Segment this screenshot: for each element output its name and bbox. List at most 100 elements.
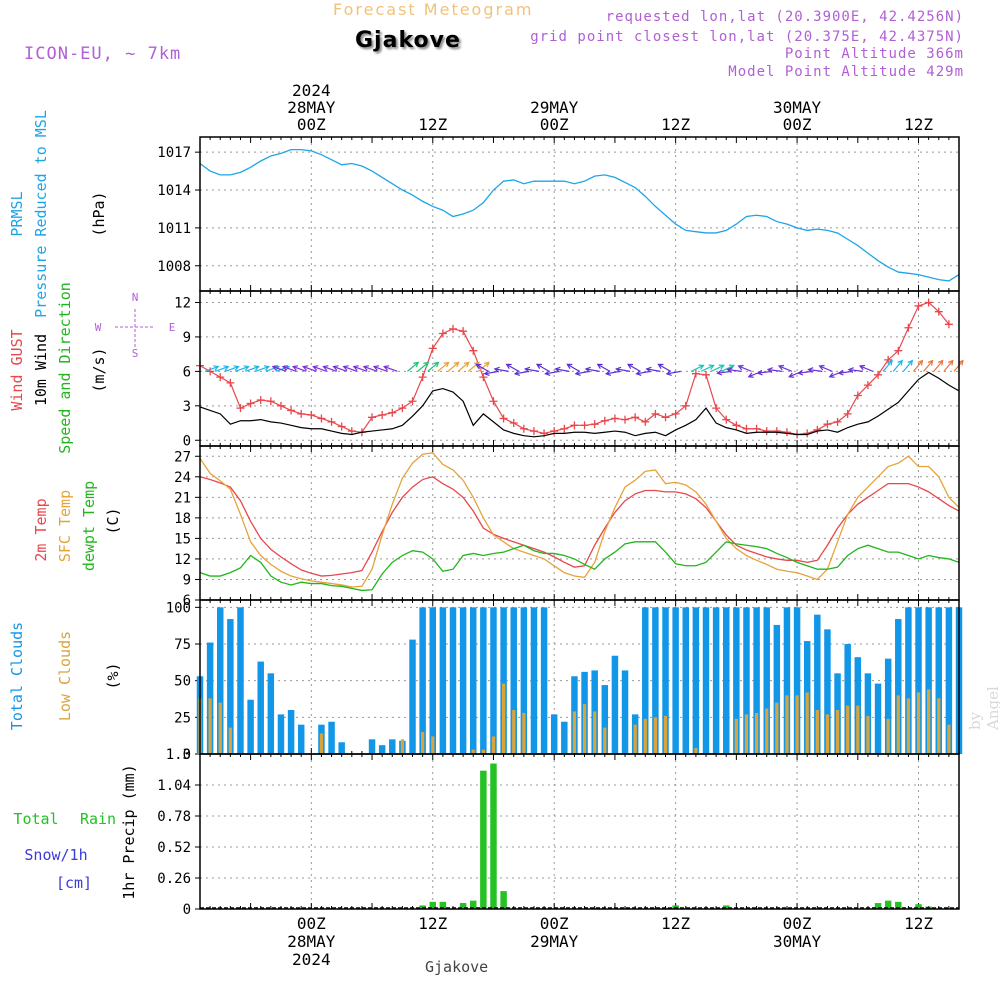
- low-cloud-bar: [866, 715, 870, 754]
- sfc-temp-label: SFC Temp: [56, 490, 74, 562]
- wind-direction-arrow: [756, 369, 772, 376]
- arrow-shaft: [767, 368, 782, 372]
- rain-bar: [429, 901, 436, 909]
- total-cloud-bar: [287, 710, 295, 754]
- requested-coords: requested lon,lat (20.3900E, 42.4256N): [605, 9, 964, 25]
- total-cloud-bar: [277, 714, 285, 754]
- dewpt-label: dewpt Temp: [80, 481, 98, 571]
- gust-label: Wind GUST: [8, 329, 26, 410]
- time-label-top: 12Z: [904, 115, 933, 134]
- pressure-label: PRMSL: [8, 191, 26, 236]
- total-cloud-bar: [459, 607, 467, 754]
- arrow-head: [263, 365, 270, 371]
- low-cloud-label: Low Clouds: [56, 631, 74, 721]
- arrow-head: [698, 364, 705, 370]
- total-cloud-bar: [530, 607, 538, 754]
- low-cloud-bar: [431, 736, 435, 754]
- y-tick-label: 0.26: [157, 871, 191, 887]
- arrow-head: [797, 369, 804, 376]
- gust-marker: [823, 420, 832, 429]
- gust-marker: [681, 401, 690, 410]
- arrow-shaft: [606, 370, 621, 375]
- arrow-head: [645, 366, 652, 373]
- arrow-head: [627, 363, 634, 369]
- wind-direction-arrow: [933, 359, 944, 372]
- low-cloud-bar: [744, 714, 749, 754]
- gust-marker: [519, 424, 528, 433]
- arrow-shaft: [923, 360, 934, 372]
- wind-direction-arrow: [477, 361, 490, 372]
- gust-marker: [449, 324, 457, 333]
- y-tick-label: 6: [183, 593, 191, 609]
- arrow-shaft: [798, 370, 813, 374]
- wind-direction-arrow: [892, 359, 904, 372]
- rain-bar: [419, 905, 426, 909]
- arrow-shaft: [838, 370, 853, 374]
- arrow-head: [223, 365, 230, 371]
- total-cloud-bar: [520, 607, 528, 754]
- arrow-shaft: [437, 361, 449, 372]
- total-cloud-bar: [480, 607, 487, 754]
- time-label-bottom: 00Z: [297, 914, 326, 933]
- arrow-shaft: [778, 365, 793, 372]
- arrow-head: [635, 370, 642, 376]
- gust-marker: [479, 373, 488, 382]
- arrow-head: [413, 361, 420, 368]
- gust-marker: [813, 425, 822, 434]
- low-cloud-bar: [947, 724, 951, 754]
- y-tick-label: 1017: [157, 145, 191, 161]
- wind-direction-arrow: [483, 370, 499, 376]
- gust-marker: [378, 411, 387, 419]
- low-cloud-bar: [400, 739, 405, 754]
- low-cloud-bar: [218, 702, 222, 754]
- gust-marker: [661, 413, 670, 422]
- point-altitude: Point Altitude 366m: [784, 46, 964, 62]
- wind-direction-arrow: [544, 370, 560, 376]
- rain-bar: [500, 891, 507, 909]
- wind-direction-arrow: [372, 365, 388, 372]
- arrow-head: [443, 361, 450, 368]
- wind-direction-arrow: [737, 364, 752, 372]
- low-cloud-bar: [643, 718, 647, 754]
- wind-direction-arrow: [584, 366, 600, 373]
- arrow-head: [747, 372, 754, 378]
- arrow-shaft: [808, 368, 823, 372]
- total-cloud-bar: [217, 607, 224, 754]
- arrow-head: [243, 365, 250, 371]
- gust-marker: [853, 391, 862, 400]
- total-cloud-bar: [743, 607, 750, 754]
- temp-2m-line: [199, 476, 960, 577]
- low-cloud-bar: [886, 718, 890, 754]
- low-cloud-bar: [471, 749, 475, 754]
- low-cloud-bar: [603, 727, 607, 754]
- arrow-shaft: [255, 366, 270, 372]
- pressure-label-sub: Pressure Reduced to MSL: [32, 110, 50, 318]
- y-tick-label: 3: [183, 399, 191, 415]
- arrow-shaft: [859, 365, 874, 372]
- gust-marker: [702, 370, 710, 379]
- arrow-head: [737, 364, 744, 371]
- total-cloud-bar: [490, 607, 497, 754]
- rain-bar: [459, 903, 467, 909]
- panel-frame: [199, 136, 960, 292]
- wind-direction-arrow: [271, 365, 287, 372]
- total-cloud-bar: [723, 607, 730, 754]
- gust-marker: [782, 428, 791, 437]
- arrow-shaft: [525, 368, 540, 372]
- total-cloud-bar: [712, 607, 720, 754]
- low-cloud-bar: [825, 714, 830, 754]
- total-cloud-bar: [783, 607, 791, 754]
- y-tick-label: 50: [174, 674, 191, 690]
- gust-marker: [216, 373, 225, 382]
- low-cloud-bar: [421, 732, 425, 754]
- gust-marker: [307, 411, 316, 419]
- total-cloud-bar: [611, 655, 619, 754]
- low-cloud-bar: [501, 683, 506, 754]
- arrow-head: [947, 359, 954, 366]
- arrow-head: [505, 363, 512, 369]
- total-cloud-bar: [449, 607, 457, 754]
- arrow-head: [484, 361, 490, 368]
- wind-direction-arrow: [322, 365, 337, 372]
- arrow-shaft: [515, 370, 530, 375]
